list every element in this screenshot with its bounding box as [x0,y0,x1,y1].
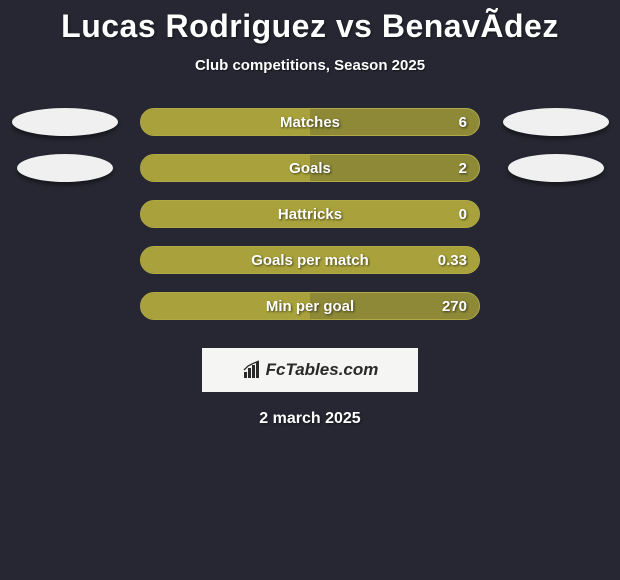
stat-value: 6 [459,109,467,135]
stat-value: 2 [459,155,467,181]
player-oval-right [503,108,609,136]
stat-bar: Matches 6 [140,108,480,136]
stat-label: Min per goal [141,293,479,319]
stat-bar: Goals per match 0.33 [140,246,480,274]
stat-bar: Min per goal 270 [140,292,480,320]
stat-rows: Matches 6 Goals 2 Hattri [0,108,620,320]
source-logo: FcTables.com [202,348,418,392]
left-side [7,108,122,136]
page-title: Lucas Rodriguez vs BenavÃ­dez [0,8,620,45]
logo-text: FcTables.com [266,360,379,380]
player-oval-right [508,154,604,182]
stat-row: Min per goal 270 [0,292,620,320]
stat-value: 270 [442,293,467,319]
stat-bar: Goals 2 [140,154,480,182]
comparison-infographic: Lucas Rodriguez vs BenavÃ­dez Club compe… [0,0,620,428]
stat-label: Goals per match [141,247,479,273]
stat-row: Goals 2 [0,154,620,182]
stat-bar: Hattricks 0 [140,200,480,228]
right-side [498,108,613,136]
stat-row: Goals per match 0.33 [0,246,620,274]
infographic-date: 2 march 2025 [0,410,620,428]
stat-label: Matches [141,109,479,135]
stat-label: Hattricks [141,201,479,227]
player-oval-left [17,154,113,182]
stat-value: 0.33 [438,247,467,273]
stat-label: Goals [141,155,479,181]
stat-row: Matches 6 [0,108,620,136]
stat-row: Hattricks 0 [0,200,620,228]
right-side [498,154,613,182]
left-side [7,154,122,182]
subtitle: Club competitions, Season 2025 [0,57,620,74]
player-oval-left [12,108,118,136]
chart-icon [242,360,262,380]
stat-value: 0 [459,201,467,227]
